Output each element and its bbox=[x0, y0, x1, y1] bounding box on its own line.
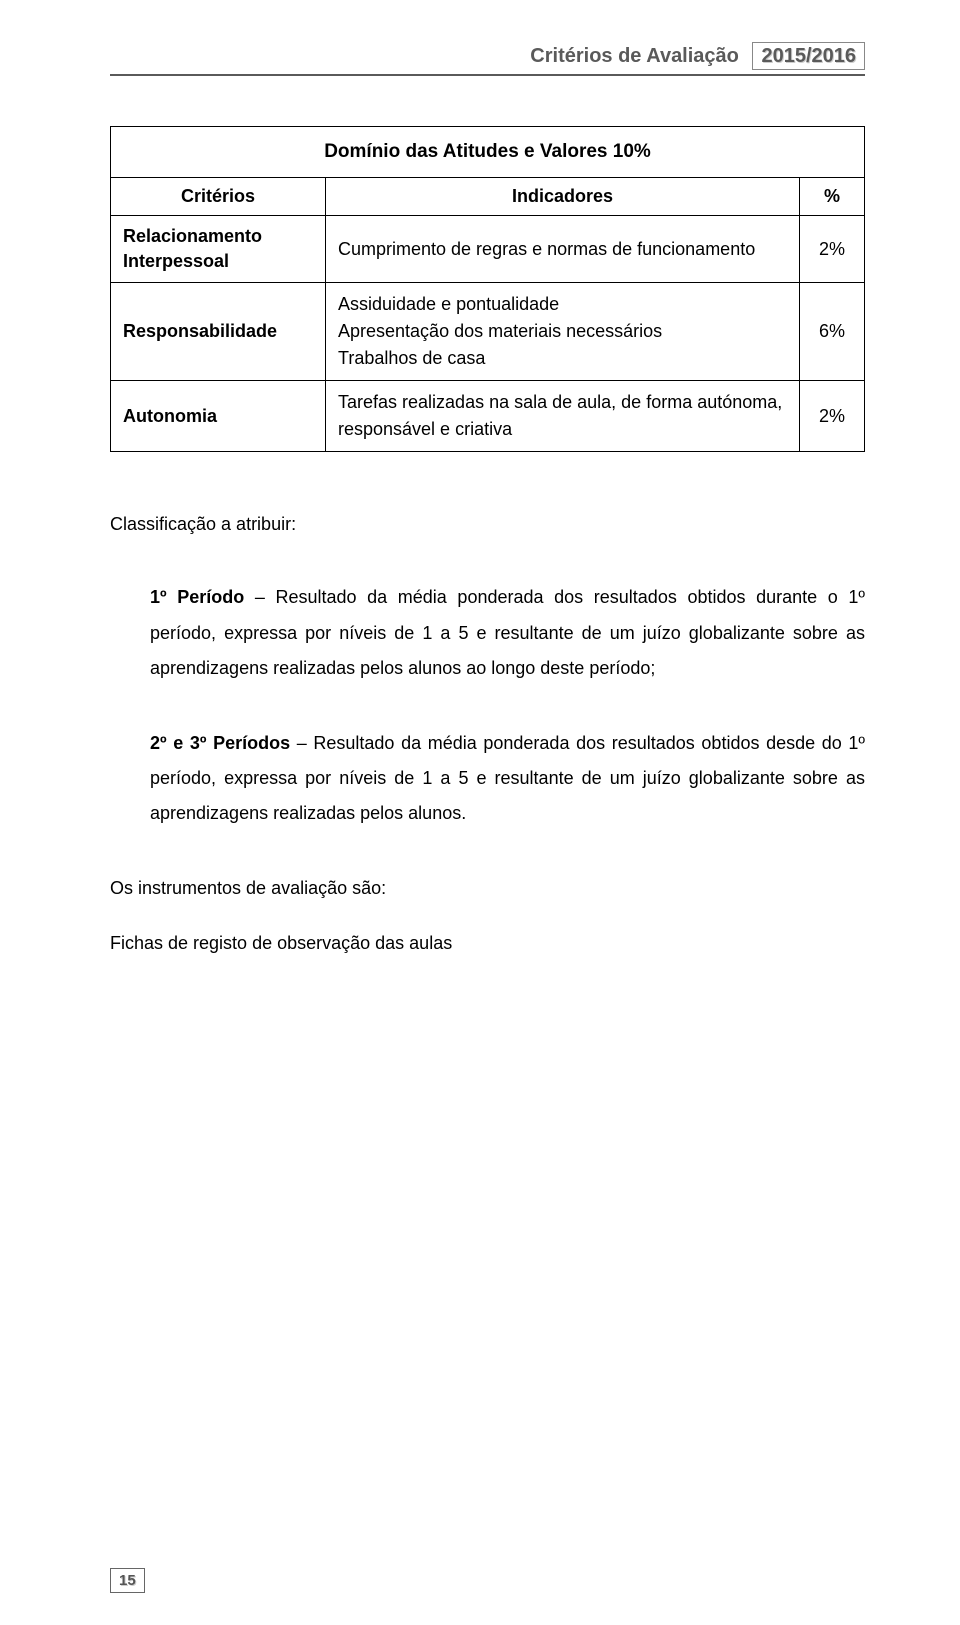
periodo1-text: – Resultado da média ponderada dos resul… bbox=[150, 587, 865, 677]
table-row: Autonomia Tarefas realizadas na sala de … bbox=[111, 381, 865, 452]
row-line: Trabalhos de casa bbox=[338, 345, 787, 372]
row-indicator: Assiduidade e pontualidade Apresentação … bbox=[326, 283, 800, 381]
page-header: Critérios de Avaliação 2015/2016 bbox=[110, 45, 865, 76]
row-line: Apresentação dos materiais necessários bbox=[338, 318, 787, 345]
periodo1-block: 1º Período – Resultado da média ponderad… bbox=[110, 580, 865, 685]
classification-label: Classificação a atribuir: bbox=[110, 507, 865, 542]
row-pct: 6% bbox=[800, 283, 865, 381]
page-number-wrap: 15 bbox=[110, 1572, 145, 1590]
page-number: 15 bbox=[110, 1568, 145, 1593]
header-title: Critérios de Avaliação bbox=[530, 45, 739, 67]
header-year: 2015/2016 bbox=[752, 42, 865, 70]
row-pct: 2% bbox=[800, 216, 865, 283]
row-indicator: Cumprimento de regras e normas de funcio… bbox=[326, 216, 800, 283]
body-text: Classificação a atribuir: 1º Período – R… bbox=[110, 507, 865, 961]
row-label: Autonomia bbox=[111, 381, 326, 452]
instruments-label: Os instrumentos de avaliação são: bbox=[110, 871, 865, 906]
row-label: Responsabilidade bbox=[111, 283, 326, 381]
periodo23-block: 2º e 3º Períodos – Resultado da média po… bbox=[110, 726, 865, 831]
row-line: Assiduidade e pontualidade bbox=[338, 291, 787, 318]
table-section-title: Domínio das Atitudes e Valores 10% bbox=[111, 127, 865, 178]
row-label: Relacionamento Interpessoal bbox=[111, 216, 326, 283]
col-indicators: Indicadores bbox=[326, 178, 800, 216]
instruments-item: Fichas de registo de observação das aula… bbox=[110, 926, 865, 961]
table-row: Responsabilidade Assiduidade e pontualid… bbox=[111, 283, 865, 381]
criteria-table: Domínio das Atitudes e Valores 10% Crité… bbox=[110, 126, 865, 452]
periodo23-bold: 2º e 3º Períodos bbox=[150, 733, 290, 753]
col-criteria: Critérios bbox=[111, 178, 326, 216]
periodo1-bold: 1º Período bbox=[150, 587, 244, 607]
row-pct: 2% bbox=[800, 381, 865, 452]
col-pct: % bbox=[800, 178, 865, 216]
table-row: Relacionamento Interpessoal Cumprimento … bbox=[111, 216, 865, 283]
row-indicator: Tarefas realizadas na sala de aula, de f… bbox=[326, 381, 800, 452]
